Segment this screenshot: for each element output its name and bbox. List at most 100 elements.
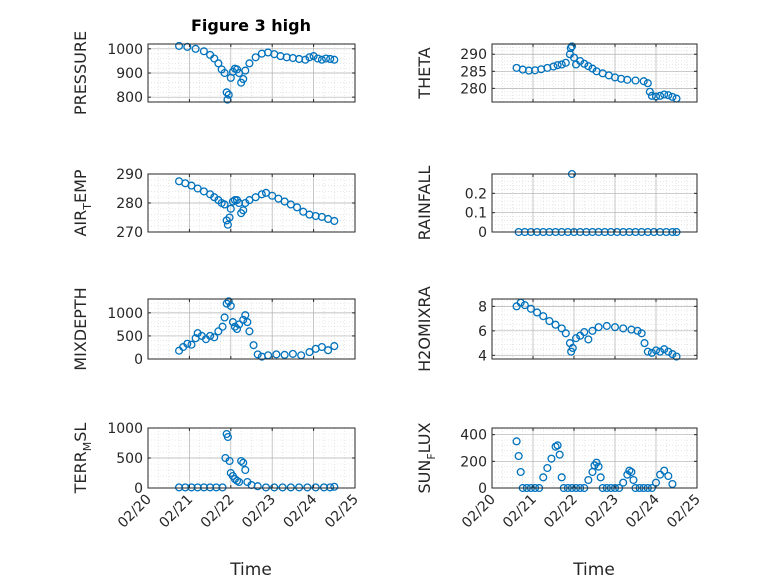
y-axis-label: H2OMIXRA — [415, 286, 434, 372]
subplot-6: 4 6 8 H2OMIXRA — [415, 286, 698, 372]
y-axis-label: MIXDEPTH — [71, 287, 90, 370]
data-point — [549, 62, 558, 71]
data-point — [305, 348, 314, 357]
y-tick-label: 280 — [116, 196, 143, 212]
data-point — [547, 454, 556, 463]
data-point — [224, 90, 233, 99]
subplot-3: 270 280 290 AIRTEMP — [71, 167, 356, 241]
data-point — [566, 44, 575, 53]
data-point — [239, 458, 248, 467]
y-tick-label: 0.1 — [465, 206, 487, 222]
data-point — [516, 467, 525, 477]
data-point — [191, 44, 200, 53]
data-point — [261, 483, 271, 492]
data-point — [651, 346, 661, 355]
data-point — [561, 329, 570, 338]
data-point — [330, 216, 339, 226]
data-point — [543, 463, 552, 473]
data-point — [672, 352, 681, 361]
data-point — [288, 349, 297, 358]
data-point — [557, 473, 566, 482]
data-point — [551, 320, 560, 329]
data-point — [220, 68, 229, 78]
y-tick-label: 800 — [116, 90, 143, 106]
y-tick-label: 1000 — [107, 306, 143, 322]
data-point — [567, 42, 576, 51]
data-point — [220, 200, 229, 209]
y-tick-label: 1000 — [107, 421, 143, 437]
data-point — [664, 347, 673, 356]
data-point — [253, 350, 262, 359]
data-point — [596, 473, 605, 482]
data-point — [561, 58, 570, 67]
data-point — [623, 470, 632, 479]
data-point — [514, 451, 523, 461]
data-point — [567, 347, 576, 356]
data-point — [225, 213, 234, 222]
data-point — [317, 342, 326, 352]
y-tick-label: 290 — [460, 47, 487, 63]
y-tick-label: 0 — [134, 352, 143, 368]
x-axis-label-left: Time — [229, 560, 272, 580]
data-series — [175, 429, 339, 492]
data-point — [210, 54, 219, 63]
data-point — [660, 90, 669, 99]
data-point — [199, 47, 208, 56]
data-point — [220, 313, 229, 322]
data-point — [551, 442, 560, 451]
data-point — [224, 297, 233, 306]
data-point — [610, 323, 620, 332]
data-point — [526, 304, 535, 313]
data-point — [214, 327, 223, 336]
data-point — [656, 347, 665, 356]
data-point — [218, 322, 227, 331]
y-tick-label: 500 — [116, 451, 143, 467]
data-point — [243, 318, 252, 327]
data-point — [301, 55, 310, 64]
data-point — [303, 483, 312, 492]
data-point — [568, 343, 577, 353]
data-point — [602, 321, 611, 330]
data-point — [239, 315, 248, 324]
data-point — [637, 329, 646, 338]
y-tick-label: 6 — [478, 324, 487, 340]
data-point — [520, 301, 529, 310]
data-point — [245, 59, 254, 68]
y-tick-label: 0 — [478, 225, 487, 241]
data-point — [629, 475, 638, 485]
figure-title: Figure 3 high — [191, 16, 311, 35]
data-point — [309, 52, 318, 61]
data-point — [557, 324, 566, 333]
data-point — [257, 190, 266, 199]
data-point — [625, 466, 634, 475]
data-point — [660, 466, 669, 475]
data-point — [218, 483, 227, 492]
axes-box — [491, 298, 698, 360]
data-point — [330, 55, 339, 64]
data-point — [235, 320, 244, 329]
data-point — [232, 324, 242, 334]
data-point — [555, 450, 564, 459]
data-point — [539, 473, 548, 482]
data-point — [647, 91, 656, 100]
data-point — [647, 348, 656, 357]
data-point — [249, 341, 258, 350]
data-point — [235, 477, 244, 487]
data-point — [210, 333, 219, 342]
data-point — [330, 342, 339, 351]
data-point — [545, 316, 554, 326]
data-point — [317, 55, 326, 64]
data-point — [660, 345, 669, 354]
data-series — [512, 42, 681, 103]
data-point — [645, 87, 654, 96]
y-tick-label: 500 — [116, 329, 143, 345]
data-point — [206, 331, 215, 340]
data-point — [533, 308, 542, 317]
data-point — [668, 92, 677, 101]
subplot-4: 0 0.1 0.2 RAINFALL — [415, 166, 698, 241]
x-axis-label-right: Time — [572, 560, 615, 580]
data-point — [633, 326, 642, 335]
y-tick-label: 4 — [478, 348, 487, 364]
data-point — [584, 475, 593, 485]
data-point — [239, 206, 248, 215]
